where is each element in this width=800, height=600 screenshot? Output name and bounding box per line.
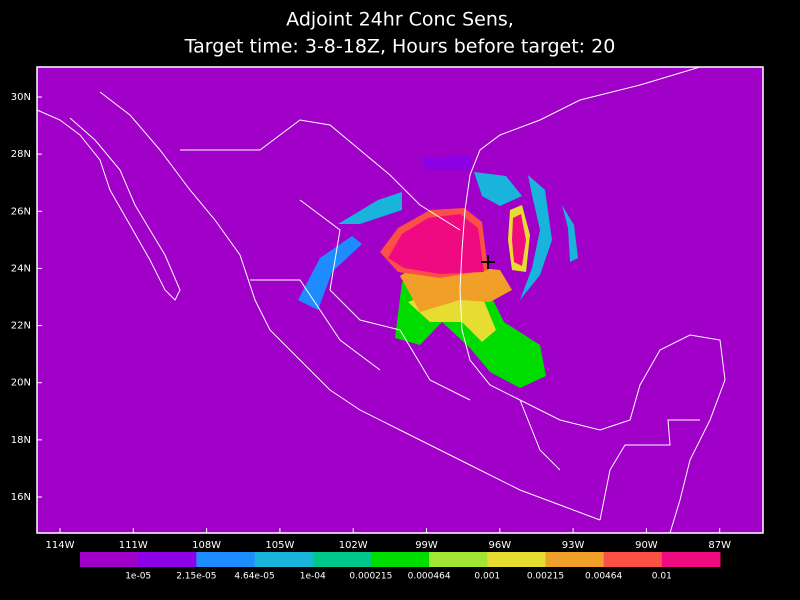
coastlines — [36, 66, 726, 534]
contour — [422, 155, 472, 170]
colorbar-label: 0.001 — [474, 572, 500, 582]
contour — [512, 214, 526, 266]
colorbar-label: 4.64e-05 — [234, 572, 274, 582]
contour — [562, 205, 578, 262]
colorbar-swatch — [487, 552, 546, 567]
target-marker — [481, 255, 495, 269]
colorbar-swatch — [429, 552, 488, 567]
lon-label: 87W — [708, 540, 731, 551]
colorbar-label: 0.00464 — [585, 572, 622, 582]
lat-label: 16N — [11, 492, 31, 503]
colorbar-label: 0.000464 — [408, 572, 451, 582]
lon-label: 99W — [415, 540, 438, 551]
lon-label: 105W — [265, 540, 294, 551]
colorbar-swatch — [370, 552, 430, 567]
colorbar-label: 1e-04 — [300, 572, 326, 582]
state-line — [250, 199, 561, 471]
colorbar-label: 0.000215 — [349, 572, 392, 582]
contour — [474, 172, 522, 206]
border — [180, 119, 461, 231]
colorbar-swatch — [661, 552, 721, 567]
colorbar-label: 1e-05 — [125, 572, 151, 582]
lon-label: 93W — [562, 540, 585, 551]
contour — [388, 214, 484, 274]
colorbar-swatch — [254, 552, 314, 567]
coastline — [36, 109, 181, 301]
colorbar-swatch — [80, 552, 139, 567]
lon-label: 90W — [635, 540, 658, 551]
colorbar-swatch — [312, 552, 372, 567]
lon-label: 114W — [46, 540, 75, 551]
lon-label: 111W — [119, 540, 148, 551]
lat-label: 24N — [11, 263, 31, 274]
lat-label: 26N — [11, 206, 31, 217]
colorbar-label: 2.15e-05 — [176, 572, 216, 582]
coastline — [459, 66, 726, 534]
colorbar-swatch — [545, 552, 605, 567]
colorbar-swatch — [138, 552, 197, 567]
colorbar-swatch — [603, 552, 663, 567]
border — [599, 419, 700, 521]
lon-label: 108W — [192, 540, 221, 551]
lat-label: 30N — [11, 92, 31, 103]
lat-label: 18N — [11, 435, 31, 446]
contour — [298, 236, 362, 310]
lat-label: 20N — [11, 378, 31, 389]
lat-label: 28N — [11, 149, 31, 160]
contour — [338, 192, 402, 224]
colorbar-label: 0.01 — [652, 572, 672, 582]
coastline — [99, 91, 601, 521]
title-line: Adjoint 24hr Conc Sens, — [286, 9, 514, 31]
contour — [520, 175, 552, 300]
plot-frame — [36, 66, 764, 534]
lon-label: 102W — [339, 540, 368, 551]
colorbar-label: 0.00215 — [527, 572, 564, 582]
colorbar-swatch — [196, 552, 256, 567]
lat-label: 22N — [11, 321, 31, 332]
title-line: Target time: 3-8-18Z, Hours before targe… — [184, 36, 616, 58]
lon-label: 96W — [488, 540, 511, 551]
